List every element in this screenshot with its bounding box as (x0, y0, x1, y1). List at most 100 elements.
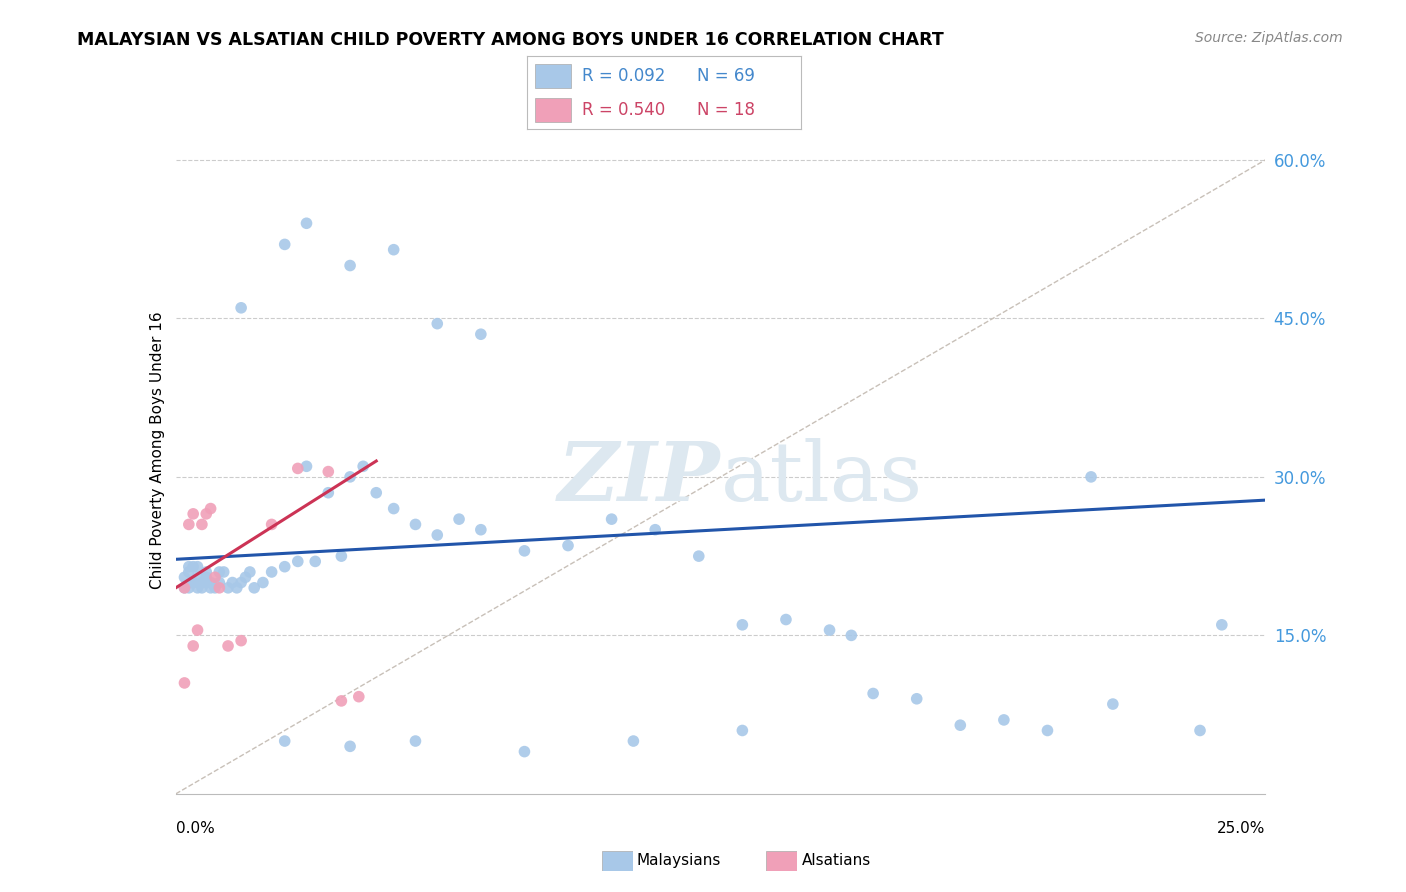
Point (186, 623, 209, 637)
Point (347, 690, 370, 704)
Point (949, 718, 972, 732)
Point (905, 691, 928, 706)
Bar (536, 63, 571, 87)
Point (231, 575, 253, 590)
Y-axis label: Child Poverty Among Boys Under 16: Child Poverty Among Boys Under 16 (149, 311, 165, 590)
Point (177, 559, 200, 574)
Point (252, 575, 274, 590)
Point (447, 512, 470, 526)
Point (405, 517, 427, 532)
Point (295, 459, 318, 474)
Point (186, 559, 209, 574)
Point (173, 581, 195, 595)
Point (195, 565, 218, 579)
Point (186, 570, 209, 584)
Point (775, 613, 797, 627)
Point (274, 734, 297, 748)
Point (191, 517, 214, 532)
Point (366, 485, 388, 500)
Text: N = 69: N = 69 (697, 67, 755, 85)
Point (318, 465, 340, 479)
Point (841, 628, 863, 642)
Point (382, 501, 405, 516)
Point (287, 461, 309, 475)
Point (339, 259, 361, 273)
Text: Source: ZipAtlas.com: Source: ZipAtlas.com (1195, 31, 1343, 45)
Text: Malaysians: Malaysians (637, 854, 721, 868)
Point (243, 581, 266, 595)
Point (688, 549, 710, 563)
Text: R = 0.092: R = 0.092 (582, 67, 665, 85)
Point (173, 581, 195, 595)
Point (204, 581, 226, 595)
Text: 0.0%: 0.0% (176, 822, 215, 837)
Text: Alsatians: Alsatians (801, 854, 870, 868)
Point (212, 565, 235, 579)
Point (217, 639, 239, 653)
Point (644, 523, 666, 537)
Point (231, 301, 253, 315)
Text: atlas: atlas (721, 438, 922, 518)
Point (382, 243, 405, 257)
Point (1211, 617, 1233, 632)
Point (330, 549, 353, 563)
Point (200, 581, 222, 595)
Point (181, 639, 204, 653)
Point (1080, 470, 1102, 484)
Point (208, 565, 231, 579)
Point (405, 734, 427, 748)
Point (195, 575, 218, 590)
Point (181, 507, 204, 521)
Point (221, 575, 243, 590)
Point (304, 554, 326, 568)
Point (339, 739, 361, 754)
Point (260, 517, 283, 532)
Point (260, 565, 283, 579)
Point (217, 581, 239, 595)
Point (426, 528, 449, 542)
Point (204, 570, 226, 584)
Point (621, 734, 644, 748)
Point (470, 327, 492, 342)
Point (191, 575, 214, 590)
Text: 25.0%: 25.0% (1218, 822, 1265, 837)
Point (173, 570, 195, 584)
Text: ZIP: ZIP (558, 438, 721, 518)
Point (731, 723, 754, 738)
Point (239, 565, 262, 579)
Point (330, 694, 353, 708)
Point (352, 459, 374, 474)
Point (195, 507, 218, 521)
Point (177, 517, 200, 532)
Point (208, 581, 231, 595)
Point (177, 565, 200, 579)
Point (426, 317, 449, 331)
Point (235, 570, 257, 584)
Point (225, 581, 247, 595)
Point (557, 539, 579, 553)
Bar (536, 98, 571, 122)
Point (181, 575, 204, 590)
Point (195, 570, 218, 584)
Point (295, 216, 318, 230)
Point (274, 559, 297, 574)
Point (731, 617, 754, 632)
Point (181, 575, 204, 590)
Point (200, 501, 222, 516)
Point (287, 554, 309, 568)
Point (318, 485, 340, 500)
Point (200, 575, 222, 590)
Point (181, 559, 204, 574)
Text: MALAYSIAN VS ALSATIAN CHILD POVERTY AMONG BOYS UNDER 16 CORRELATION CHART: MALAYSIAN VS ALSATIAN CHILD POVERTY AMON… (77, 31, 943, 49)
Point (862, 686, 884, 700)
Point (173, 676, 195, 690)
Point (513, 544, 536, 558)
Text: N = 18: N = 18 (697, 101, 755, 119)
Point (274, 237, 297, 252)
Point (1036, 723, 1059, 738)
Point (993, 713, 1015, 727)
Text: R = 0.540: R = 0.540 (582, 101, 665, 119)
Point (177, 581, 200, 595)
Point (191, 581, 214, 595)
Point (186, 581, 209, 595)
